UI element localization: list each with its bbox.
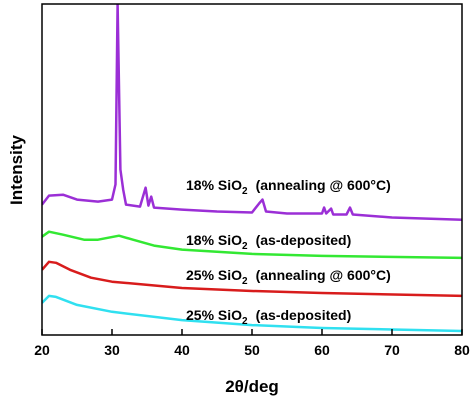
annotation-suffix: (as-deposited) [256,307,352,323]
annotation-subscript: 2 [242,276,248,287]
x-tick-label: 60 [314,342,330,358]
annotation-text: 18% SiO [186,232,242,248]
series-annotation: 18% SiO2 (annealing @ 600°C) [186,177,391,197]
annotation-suffix: (as-deposited) [256,232,352,248]
x-tick-label: 40 [174,342,190,358]
x-tick-label: 30 [104,342,120,358]
series-line [42,4,462,222]
annotation-subscript: 2 [242,186,248,197]
series-line [42,260,462,298]
plot-frame [41,3,463,336]
x-tick-label: 20 [34,342,50,358]
annotation-suffix: (annealing @ 600°C) [256,177,391,193]
annotation-subscript: 2 [242,316,248,327]
series-annotation: 25% SiO2 (annealing @ 600°C) [186,267,391,287]
series-line [42,230,462,260]
annotation-suffix: (annealing @ 600°C) [256,267,391,283]
y-axis-label: Intensity [7,135,26,205]
series-line [42,294,462,333]
x-tick-label: 70 [384,342,400,358]
annotation-text: 25% SiO [186,267,242,283]
annotation-text: 18% SiO [186,177,242,193]
plot-lines [42,4,462,333]
x-tick-label: 50 [244,342,260,358]
x-tick-label: 80 [454,342,470,358]
annotation-subscript: 2 [242,241,248,252]
annotation-text: 25% SiO [186,307,242,323]
series-annotation: 18% SiO2 (as-deposited) [186,232,351,252]
series-annotation: 25% SiO2 (as-deposited) [186,307,351,327]
x-axis-label: 2θ/deg [225,377,279,396]
